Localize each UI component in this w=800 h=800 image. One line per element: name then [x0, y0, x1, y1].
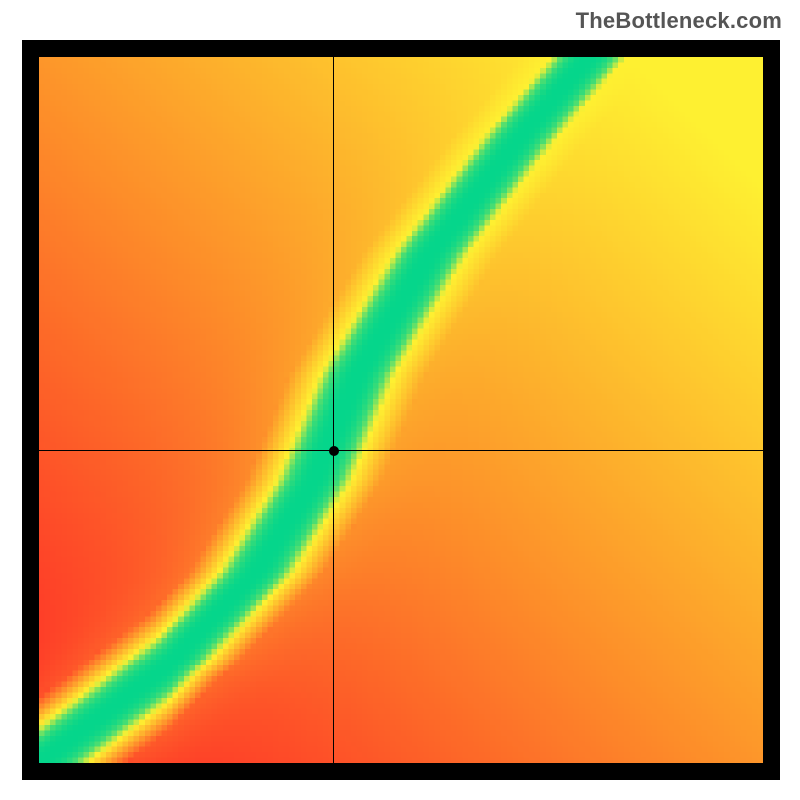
watermark-text: TheBottleneck.com — [576, 8, 782, 34]
crosshair-horizontal — [39, 450, 763, 451]
crosshair-vertical — [333, 57, 334, 763]
bottleneck-heatmap-container: TheBottleneck.com — [0, 0, 800, 800]
heatmap-canvas — [39, 57, 763, 763]
crosshair-marker — [329, 446, 339, 456]
